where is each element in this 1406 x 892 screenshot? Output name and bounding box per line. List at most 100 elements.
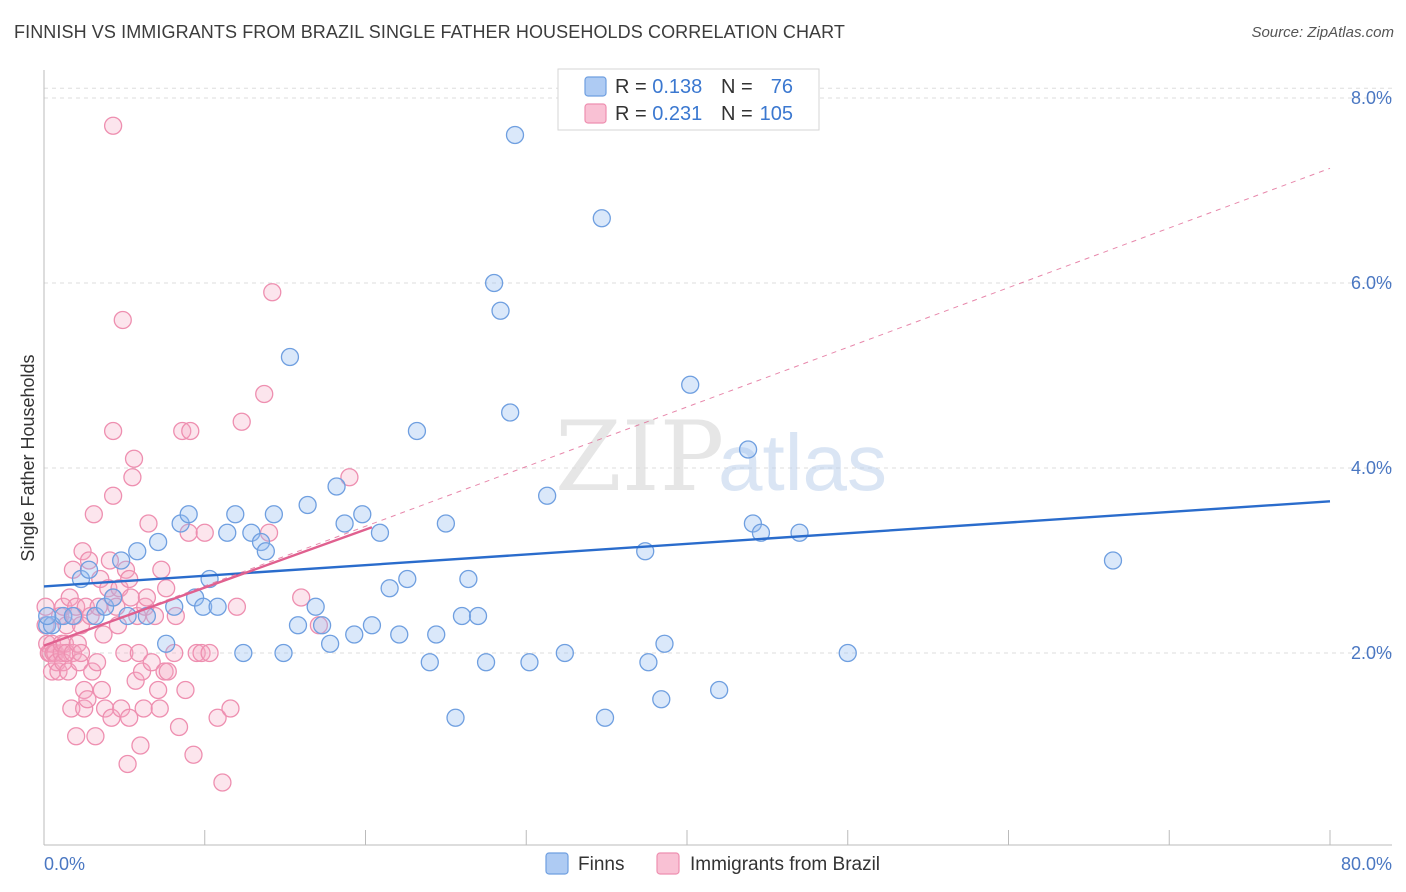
brazil-point [120,569,139,589]
brazil-point [142,653,161,672]
brazil-point [36,597,55,616]
finns-point [298,495,317,515]
brazil-point [83,662,102,681]
brazil-point [62,699,81,718]
finns-point [476,653,496,672]
finns-point [179,505,198,524]
brazil-point [95,699,115,718]
brazil-point [121,588,140,607]
brazil-point [70,653,89,672]
finns-point [288,616,308,635]
finns-point [446,708,465,727]
brazil-point [208,708,227,727]
brazil-point [263,283,282,302]
finns-point [335,514,354,533]
finns-point [681,375,700,394]
legend-n-label: N = [721,76,753,98]
finns-point [38,606,57,626]
finns-point [280,347,300,367]
legend-row-brazil: R = 0.231 [615,103,702,125]
finns-point [353,505,372,524]
finns-point [157,634,176,653]
finns-point [128,542,147,561]
brazil-point [139,514,158,533]
finns-point [468,606,488,626]
brazil-points [36,116,359,792]
legend-n-value-finns: 76 [771,76,793,98]
chart-title: FINNISH VS IMMIGRANTS FROM BRAZIL SINGLE… [14,22,846,42]
brazil-point [166,606,185,626]
brazil-point [221,699,240,718]
legend-r-label: R = [615,76,652,98]
brazil-point [124,449,144,468]
brazil-trend-line [43,526,373,647]
finns-point [362,616,382,635]
brazil-point [87,653,107,672]
trend-lines [43,167,1331,647]
brazil-point [84,505,103,524]
series-legend: Finns Immigrants from Brazil [545,852,880,875]
finns-point [491,301,510,320]
brazil-point [92,680,112,700]
series-swatch-brazil [656,852,680,875]
brazil-point [195,523,214,542]
brazil-point [103,116,123,135]
brazil-point [340,468,359,487]
brazil-point [126,671,145,690]
finns-point [327,477,346,496]
brazil-point [255,384,274,404]
legend-row-finns: R = 0.138 [615,76,702,98]
finns-point [274,643,293,663]
finns-point [537,486,557,505]
watermark-atlas: atlas [718,418,887,507]
finns-point [555,643,574,663]
source-credit: Source: ZipAtlas.com [1251,24,1394,41]
brazil-point [71,643,91,663]
finns-point [520,653,539,672]
brazil-point [86,727,105,746]
brazil-point [137,588,157,607]
brazil-point [148,680,168,700]
finns-point [420,653,439,672]
y-tick-label: 8.0% [1351,88,1392,108]
grid-lines [44,87,1392,654]
brazil-point [184,745,203,764]
legend-r-value-brazil: 0.231 [652,103,702,125]
legend-swatch-finns [584,76,607,97]
brazil-point [131,736,150,755]
finns-point [86,606,105,626]
brazil-point [60,588,79,607]
legend-swatch-brazil [584,103,607,124]
brazil-point [129,643,148,663]
x-tick-label-min: 0.0% [44,854,85,874]
axes [43,70,1392,846]
brazil-point [134,699,153,718]
zipatlas-watermark: ZIP atlas [555,401,887,513]
finns-point [63,606,83,626]
brazil-point [113,310,132,330]
finns-trend-line [43,500,1331,588]
brazil-point [79,551,99,570]
finns-point [655,634,674,653]
brazil-point [152,560,171,579]
watermark-zip: ZIP [555,401,724,513]
brazil-point [103,421,123,441]
finns-point [505,125,525,145]
brazil-point [73,542,92,561]
finns-point [79,560,99,579]
finns-point [380,579,399,598]
series-label-finns: Finns [578,854,624,875]
finns-point [738,440,758,459]
finns-point [459,569,478,589]
finns-point [218,523,237,542]
series-swatch-finns [545,852,569,875]
finns-point [112,551,131,570]
finns-point [501,403,520,422]
brazil-point [49,662,68,681]
brazil-point [169,717,189,737]
finns-point [234,643,253,663]
brazil-point [187,643,206,663]
brazil-trend-extension [43,167,1331,647]
finns-point [256,542,275,561]
